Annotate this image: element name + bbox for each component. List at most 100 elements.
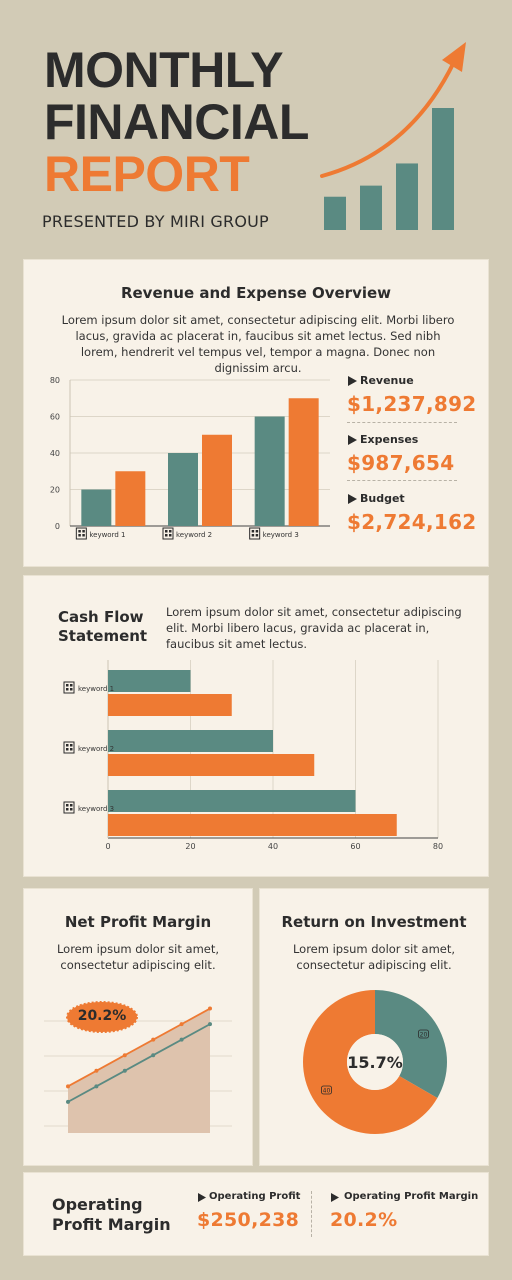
slice-label: 40: [323, 1088, 331, 1095]
roi-description: Lorem ipsum dolor sit amet, consectetur …: [292, 942, 456, 972]
operating-title-line-1: Operating: [52, 1195, 143, 1214]
keyword-icon: [162, 527, 174, 540]
presenter-subtitle: PRESENTED BY MIRI GROUP: [42, 212, 269, 231]
bar-series-2: [115, 471, 146, 526]
trend-bar: [324, 196, 346, 230]
revenue-card: Revenue and Expense Overview Lorem ipsum…: [24, 260, 488, 566]
net-profit-title: Net Profit Margin: [64, 913, 212, 931]
net-profit-description: Lorem ipsum dolor sit amet, consectetur …: [56, 942, 220, 972]
divider: [347, 422, 457, 423]
bar-series-1: [108, 670, 191, 692]
divider: [347, 480, 457, 481]
cash-flow-bar-chart: 0 20 40 60 80 keyword 1 keyword 2 keyword 3: [63, 660, 443, 851]
net-profit-card: Net Profit Margin Lorem ipsum dolor sit …: [24, 889, 252, 1165]
icon-dot: [255, 530, 259, 533]
revenue-description: Lorem ipsum dolor sit amet, consectetur …: [61, 313, 455, 375]
y-tick-label: keyword 3: [78, 805, 114, 813]
net-profit-badge: 20.2%: [66, 1001, 138, 1033]
cash-flow-description: Lorem ipsum dolor sit amet, consectetur …: [166, 605, 462, 651]
line-series-2: [67, 1023, 211, 1103]
icon-dot: [66, 688, 69, 691]
line-series-1-point: [179, 1022, 184, 1027]
line-series-2-point: [179, 1037, 184, 1042]
x-tick-label: keyword 1: [89, 531, 125, 539]
bar-series-2: [202, 434, 232, 526]
slice-label-box: [418, 1029, 429, 1039]
roi-card: Return on Investment Lorem ipsum dolor s…: [260, 889, 488, 1165]
keyword-icon: [63, 801, 75, 814]
slice-label: 20: [420, 1032, 428, 1039]
icon-dot: [82, 534, 85, 537]
icon-frame: [162, 527, 174, 540]
donut-slice: [303, 990, 438, 1134]
x-tick-label: keyword 3: [263, 531, 299, 539]
x-tick-label: 80: [433, 842, 443, 851]
trend-bar: [396, 163, 418, 230]
y-tick-label: 60: [50, 413, 60, 422]
operating-profit-value: $250,238: [197, 1209, 300, 1231]
triangle-icon: [348, 376, 357, 386]
icon-dot: [169, 530, 172, 533]
title-line-2: FINANCIAL: [44, 94, 309, 150]
icon-dot: [165, 530, 168, 533]
icon-frame: [75, 527, 87, 540]
keyword-icon: [63, 681, 75, 694]
revenue-expense-bar-chart: 0 20 40 60 80 keyword 1 keyword 2 keyword 3: [50, 376, 330, 540]
line-series-1-point: [151, 1037, 156, 1042]
y-tick-label: keyword 2: [78, 745, 114, 753]
icon-dot: [70, 748, 73, 751]
trend-arrow-line: [320, 60, 456, 178]
bar-series-1: [108, 730, 273, 752]
triangle-icon: [331, 1193, 339, 1202]
line-series-1-point: [208, 1006, 212, 1011]
icon-dot: [66, 748, 69, 751]
x-tick-label: keyword 2: [176, 531, 212, 539]
roi-center-value: 15.7%: [347, 1053, 403, 1072]
starburst-shape: [66, 1001, 138, 1033]
bar-series-2: [108, 694, 232, 716]
area-fill: [68, 1008, 210, 1133]
line-series-1-point: [94, 1068, 99, 1073]
donut-hole: [347, 1034, 403, 1090]
icon-dot: [70, 804, 73, 807]
growth-chart-graphic: [320, 42, 466, 230]
net-profit-area-chart: [44, 1006, 232, 1133]
icon-frame: [249, 527, 261, 540]
icon-frame: [63, 681, 75, 694]
x-tick-label: 60: [350, 842, 360, 851]
line-series-2-point: [151, 1053, 156, 1058]
kpi-expenses-label: Expenses: [360, 433, 419, 446]
bar-series-1: [108, 790, 356, 812]
icon-dot: [70, 688, 73, 691]
line-series-2-point: [208, 1022, 212, 1027]
operating-margin-value: 20.2%: [330, 1209, 398, 1231]
operating-margin-label: Operating Profit Margin: [344, 1191, 479, 1202]
y-tick-label: 0: [55, 522, 60, 531]
icon-frame: [63, 801, 75, 814]
bar-series-1: [168, 453, 198, 526]
line-series-2-point: [66, 1099, 70, 1104]
keyword-icon: [63, 741, 75, 754]
kpi-budget-label: Budget: [360, 492, 405, 505]
net-profit-badge-value: 20.2%: [77, 1008, 127, 1024]
line-series-2-point: [122, 1068, 127, 1073]
kpi-revenue-label: Revenue: [360, 374, 414, 387]
icon-dot: [70, 744, 73, 747]
donut-slice: [375, 990, 447, 1098]
roi-title: Return on Investment: [281, 913, 467, 931]
bar-series-1: [81, 489, 112, 526]
icon-dot: [82, 530, 85, 533]
bar-series-1: [254, 416, 285, 526]
operating-profit-label: Operating Profit: [209, 1191, 301, 1202]
y-tick-label: keyword 1: [78, 685, 114, 693]
cash-flow-title-line-1: Cash Flow: [58, 608, 144, 626]
y-tick-label: 20: [50, 486, 60, 495]
title-line-3: REPORT: [44, 146, 250, 202]
icon-dot: [66, 804, 69, 807]
icon-dot: [66, 808, 69, 811]
line-series-2-point: [94, 1084, 99, 1089]
icon-dot: [78, 534, 81, 537]
icon-dot: [169, 534, 172, 537]
slice-label-box: [321, 1085, 332, 1095]
